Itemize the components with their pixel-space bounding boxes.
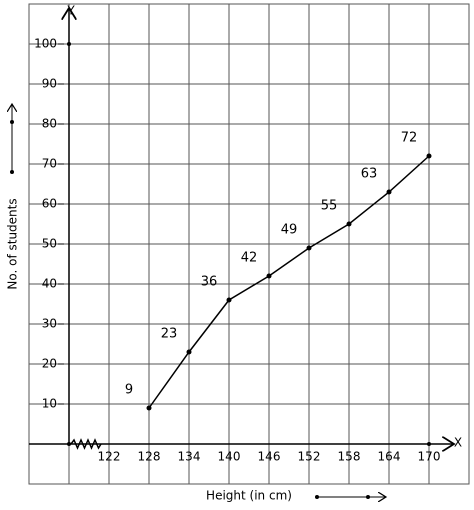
axis-dot: [427, 442, 431, 446]
arrow-dot: [10, 170, 14, 174]
axis-break: [70, 438, 102, 450]
x-tick-label: 134: [178, 450, 201, 464]
x-tick-label: 122: [98, 450, 121, 464]
x-tick-label: 152: [298, 450, 321, 464]
y-tick-label: 20: [42, 357, 57, 371]
x-tick-label: 158: [338, 450, 361, 464]
arrow-dot: [315, 495, 319, 499]
line: [148, 155, 430, 409]
arrow-dot: [10, 120, 14, 124]
point: [386, 189, 392, 195]
y-tick-label: 50: [42, 237, 57, 251]
y-axis-label: No. of students: [6, 198, 20, 289]
y-tick-label: 40: [42, 277, 57, 291]
x-axis-letter: X: [454, 436, 462, 450]
data-label: 23: [161, 327, 178, 342]
y-tick-label: 60: [42, 197, 57, 211]
x-axis-label: Height (in cm): [206, 489, 292, 503]
point: [306, 245, 312, 251]
x-tick-label: 170: [418, 450, 441, 464]
data-label: 49: [281, 223, 298, 238]
data-label: 9: [125, 383, 133, 398]
y-tick-label: 90: [42, 77, 57, 91]
y-tick-label: 30: [42, 317, 57, 331]
data-label: 72: [401, 131, 418, 146]
y-tick-label: 100: [34, 37, 57, 51]
point: [226, 297, 232, 303]
y-tick-label: 70: [42, 157, 57, 171]
point: [266, 273, 272, 279]
x-tick-label: 128: [138, 450, 161, 464]
axis-dot: [67, 42, 71, 46]
x-tick-label: 140: [218, 450, 241, 464]
x-tick-label: 146: [258, 450, 281, 464]
arrow-dot: [366, 495, 370, 499]
y-axis-letter: Y: [66, 4, 75, 18]
point: [346, 221, 352, 227]
y-tick-label: 80: [42, 117, 57, 131]
y-tick-label: 10: [42, 397, 57, 411]
point: [146, 405, 152, 411]
data-label: 55: [321, 199, 338, 214]
data-label: 36: [201, 275, 218, 290]
data-label: 63: [361, 167, 378, 182]
point: [426, 153, 432, 159]
x-tick-label: 164: [378, 450, 401, 464]
point: [186, 349, 192, 355]
axis-dot: [67, 442, 71, 446]
data-label: 42: [241, 251, 258, 266]
